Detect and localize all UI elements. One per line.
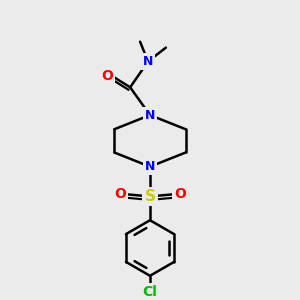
Text: N: N <box>145 109 155 122</box>
Text: S: S <box>145 189 155 204</box>
Text: Cl: Cl <box>142 285 158 299</box>
Text: O: O <box>101 69 113 83</box>
Text: O: O <box>174 188 186 201</box>
Text: O: O <box>114 188 126 201</box>
Text: N: N <box>143 55 153 68</box>
Text: N: N <box>145 160 155 173</box>
